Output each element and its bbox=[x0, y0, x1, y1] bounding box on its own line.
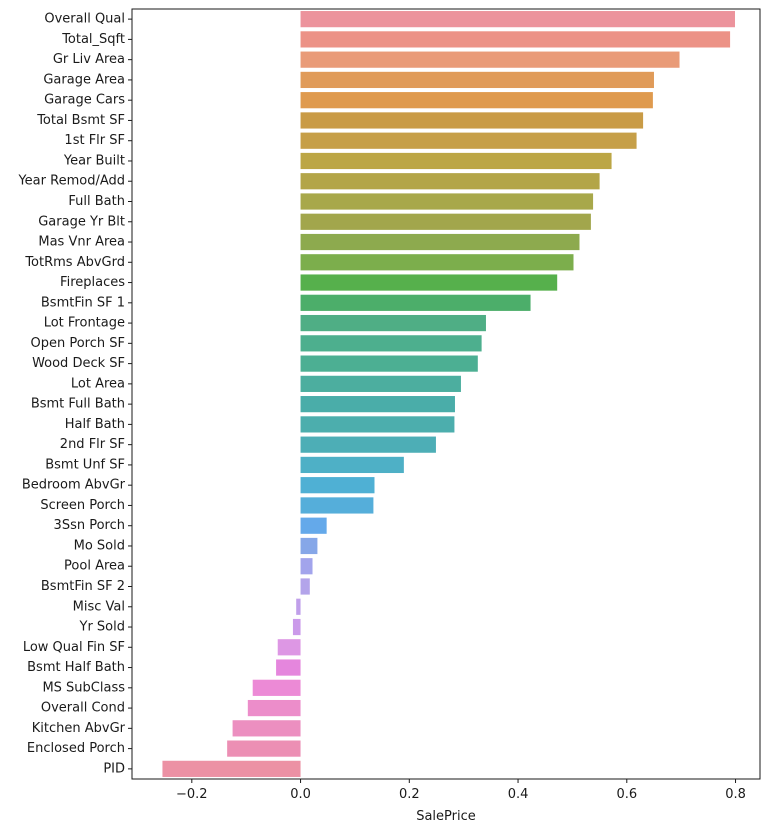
y-tick-labels: Overall Qual Total_Sqft Gr Liv Area Garage … bbox=[17, 12, 132, 776]
bar bbox=[300, 335, 482, 352]
bar bbox=[300, 477, 375, 494]
bar bbox=[300, 112, 644, 129]
bar bbox=[300, 11, 735, 28]
y-tick-label: Pool Area bbox=[64, 559, 125, 574]
y-tick-label: Enclosed Porch bbox=[27, 741, 125, 756]
y-tick-label: Overall Cond bbox=[41, 701, 125, 716]
y-tick-label: Garage Area bbox=[43, 72, 125, 87]
x-tick-label: −0.2 bbox=[176, 787, 208, 802]
bar bbox=[300, 132, 637, 149]
x-tick-label: 0.2 bbox=[399, 787, 420, 802]
y-tick-label: Total_Sqft bbox=[61, 32, 125, 47]
bar bbox=[300, 274, 558, 291]
y-tick-label: Fireplaces bbox=[60, 275, 125, 290]
x-tick-label: 0.4 bbox=[508, 787, 529, 802]
y-tick-label: MS SubClass bbox=[42, 680, 125, 695]
bar bbox=[300, 537, 318, 555]
y-tick-label: BsmtFin SF 1 bbox=[41, 295, 125, 310]
y-tick-label: Screen Porch bbox=[40, 498, 125, 513]
y-tick-label: Overall Qual bbox=[44, 12, 125, 27]
bar bbox=[300, 355, 478, 372]
y-tick-label: Bsmt Half Bath bbox=[27, 660, 125, 675]
bar bbox=[300, 416, 455, 433]
y-tick-label: Lot Frontage bbox=[44, 316, 125, 331]
y-tick-label: TotRms AbvGrd bbox=[24, 255, 125, 270]
bar bbox=[300, 396, 455, 413]
x-tick-label: 0.0 bbox=[290, 787, 311, 802]
y-tick-label: Bsmt Unf SF bbox=[45, 457, 125, 472]
y-tick-label: Garage Cars bbox=[44, 93, 125, 108]
bar bbox=[300, 517, 327, 534]
bar bbox=[300, 497, 374, 514]
x-ticks: −0.2 0.0 0.2 0.4 0.6 0.8 bbox=[176, 779, 746, 802]
bar bbox=[296, 598, 301, 615]
bar bbox=[300, 314, 486, 332]
bar bbox=[300, 456, 404, 474]
bar bbox=[227, 740, 301, 757]
y-tick-label: Yr Sold bbox=[79, 620, 126, 635]
y-tick-label: PID bbox=[103, 761, 125, 776]
bar bbox=[232, 720, 301, 737]
y-tick-label: Year Remod/Add bbox=[17, 174, 125, 189]
bar bbox=[252, 679, 301, 696]
y-tick-label: Total Bsmt SF bbox=[36, 113, 125, 128]
bar bbox=[300, 436, 436, 453]
y-tick-label: Bsmt Full Bath bbox=[31, 397, 125, 412]
bar bbox=[300, 92, 653, 109]
y-tick-label: Half Bath bbox=[65, 417, 125, 432]
y-tick-label: Misc Val bbox=[73, 599, 125, 614]
bar bbox=[300, 31, 731, 48]
bar bbox=[300, 71, 654, 89]
bar bbox=[300, 375, 461, 392]
y-tick-label: Bedroom AbvGr bbox=[22, 478, 126, 493]
y-tick-label: Garage Yr Blt bbox=[38, 214, 125, 229]
y-tick-label: Wood Deck SF bbox=[32, 356, 125, 371]
bar bbox=[300, 51, 680, 68]
y-tick-label: Open Porch SF bbox=[31, 336, 126, 351]
bar bbox=[300, 558, 313, 575]
bar bbox=[300, 152, 612, 170]
y-tick-label: Low Qual Fin SF bbox=[23, 640, 125, 655]
bar bbox=[276, 659, 301, 676]
y-tick-label: Mas Vnr Area bbox=[38, 235, 125, 250]
x-tick-label: 0.8 bbox=[725, 787, 746, 802]
y-tick-label: Lot Area bbox=[71, 376, 125, 391]
y-tick-label: 1st Flr SF bbox=[64, 133, 125, 148]
bar bbox=[300, 193, 594, 210]
bar bbox=[300, 173, 600, 190]
y-tick-label: Mo Sold bbox=[74, 538, 125, 553]
x-tick-label: 0.6 bbox=[616, 787, 637, 802]
bar bbox=[277, 639, 301, 656]
y-tick-label: BsmtFin SF 2 bbox=[41, 579, 125, 594]
y-tick-label: 3Ssn Porch bbox=[54, 518, 125, 533]
plot-frame bbox=[131, 8, 761, 780]
y-tick-label: Kitchen AbvGr bbox=[32, 721, 126, 736]
y-tick-label: 2nd Flr SF bbox=[60, 437, 125, 452]
bar bbox=[300, 254, 574, 271]
bar bbox=[300, 233, 580, 251]
y-tick-label: Gr Liv Area bbox=[53, 52, 125, 67]
y-tick-label: Year Built bbox=[63, 153, 125, 168]
bar bbox=[162, 760, 301, 777]
y-tick-label: Full Bath bbox=[68, 194, 125, 209]
bar bbox=[300, 213, 591, 230]
bar bbox=[247, 699, 301, 717]
bar bbox=[300, 578, 310, 595]
bar bbox=[300, 294, 531, 311]
x-axis-label: SalePrice bbox=[416, 809, 476, 824]
bar bbox=[292, 618, 301, 636]
bars-group bbox=[162, 11, 735, 777]
